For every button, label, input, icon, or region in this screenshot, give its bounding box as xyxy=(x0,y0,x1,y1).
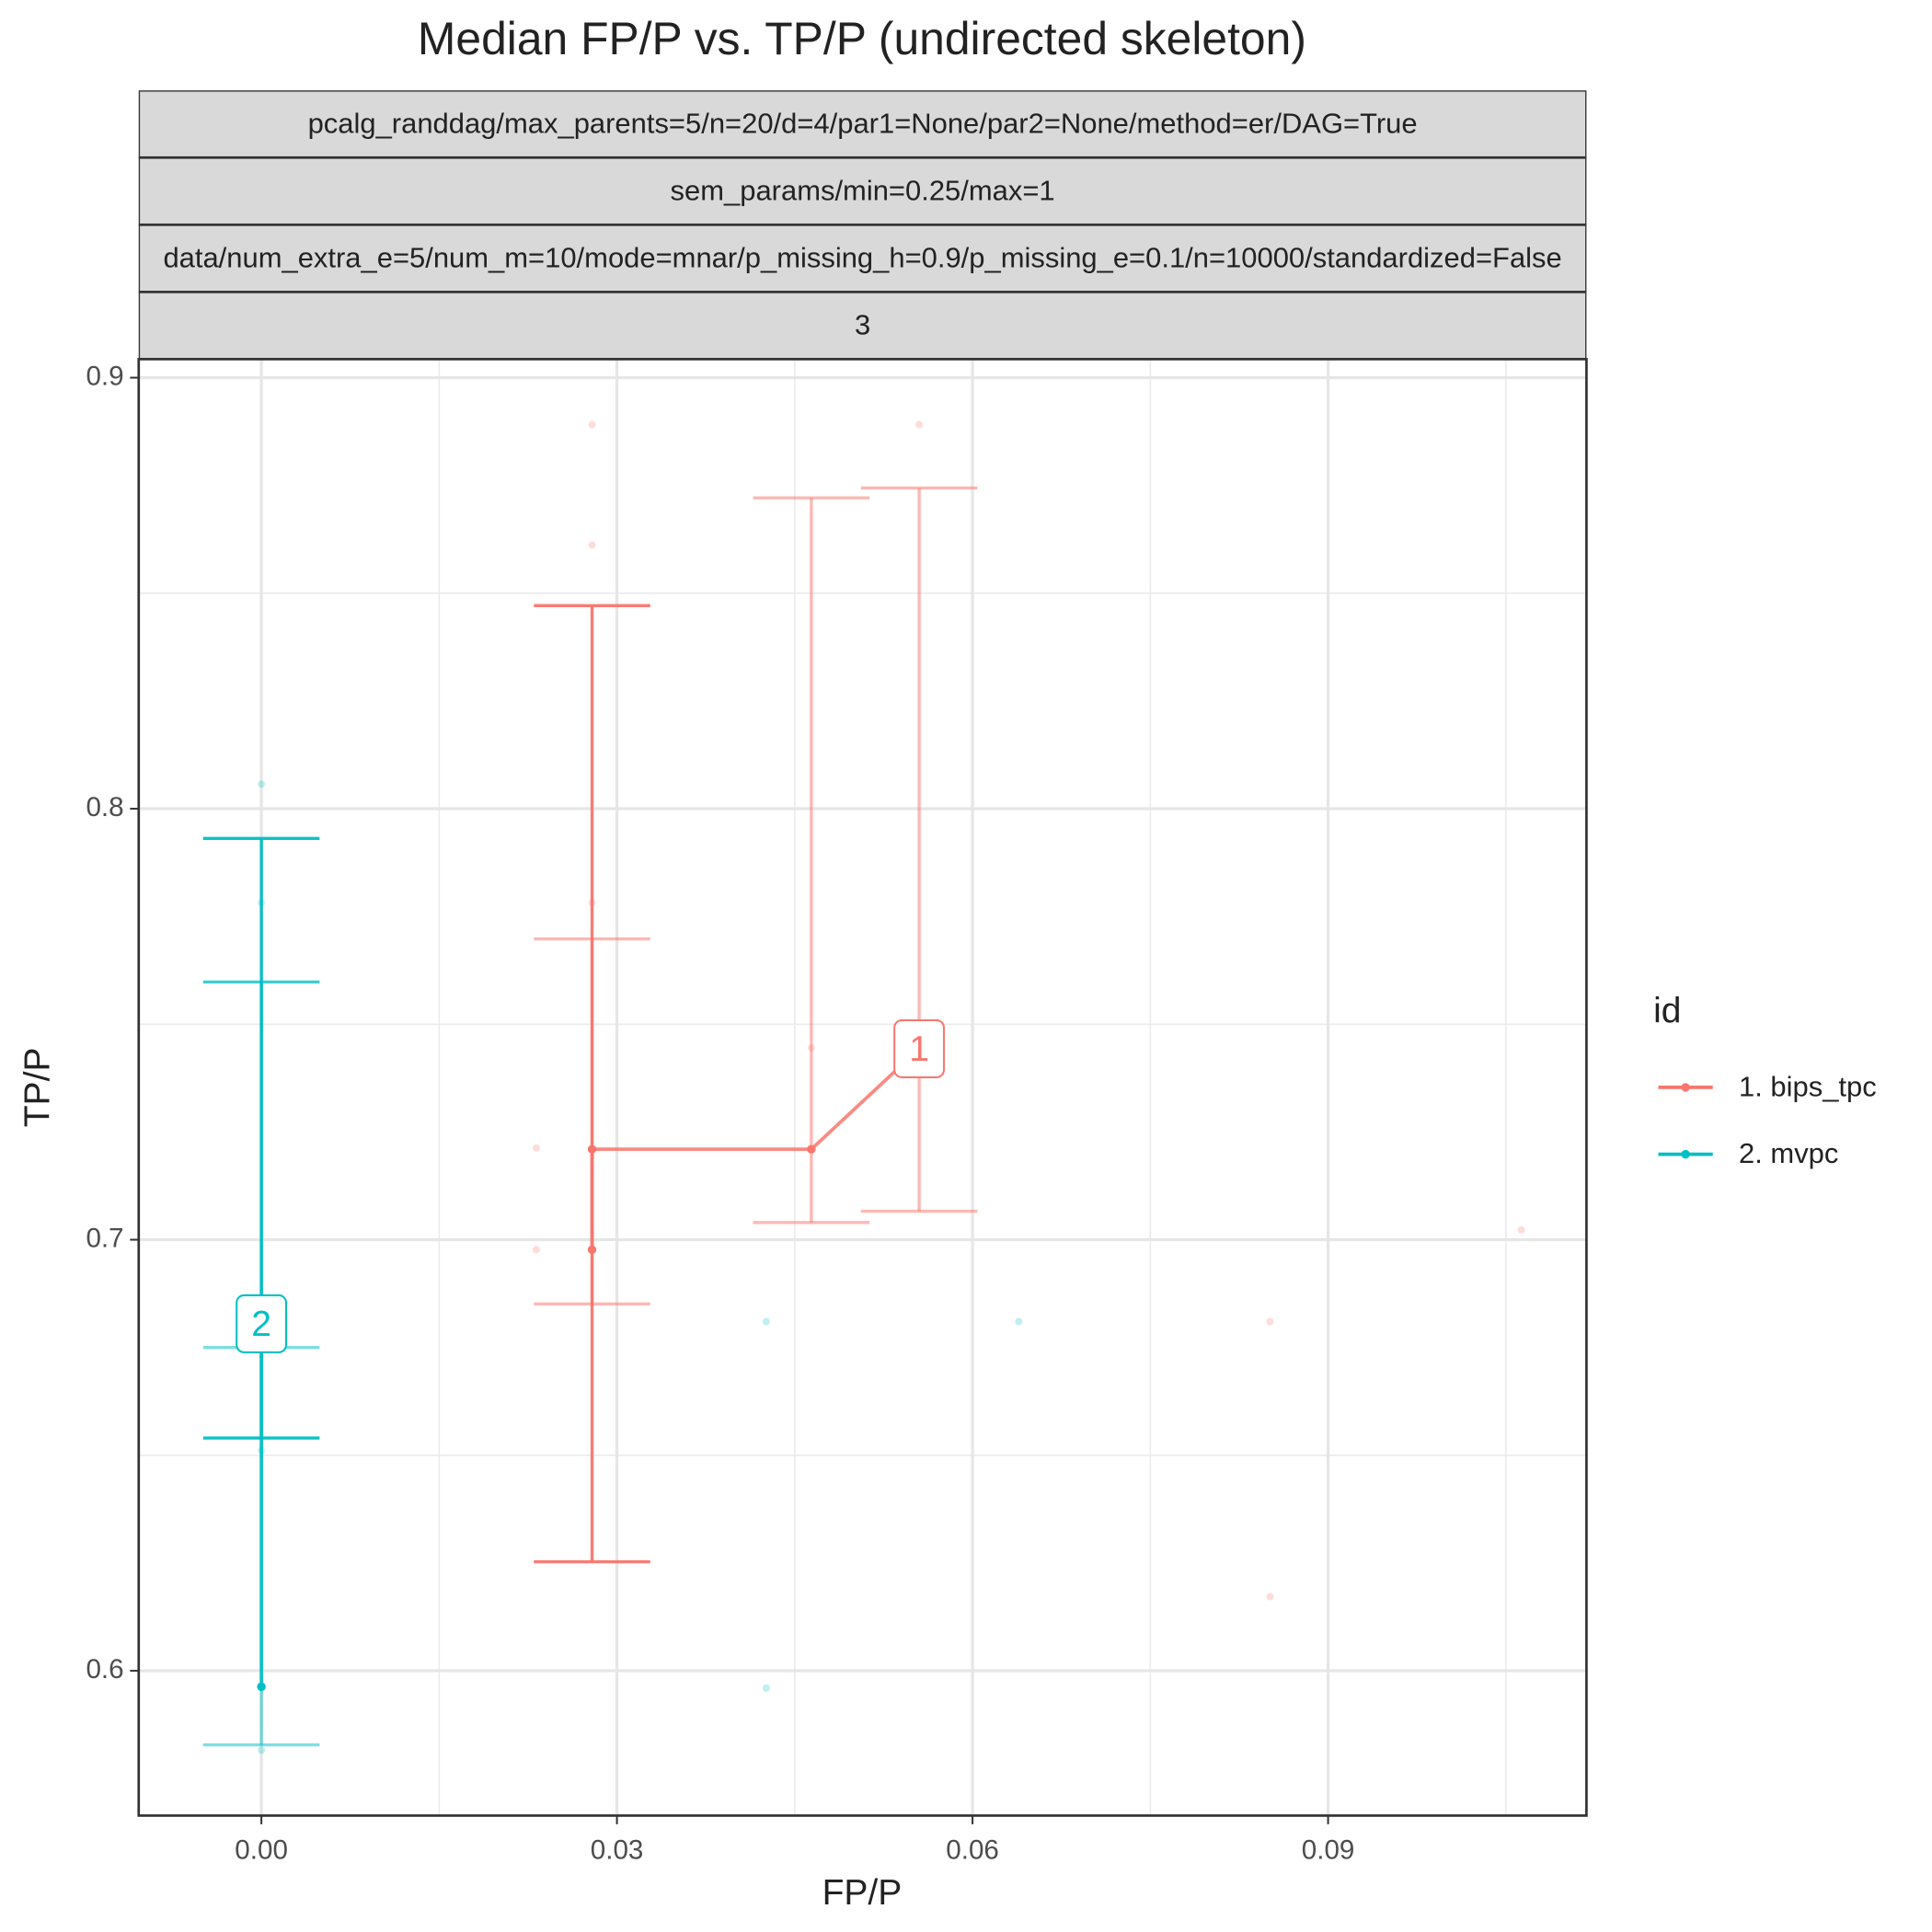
raw-point xyxy=(1266,1317,1274,1326)
raw-point xyxy=(588,541,596,549)
raw-point xyxy=(258,1746,266,1754)
y-tick-label: 0.6 xyxy=(86,1654,123,1685)
raw-point xyxy=(258,780,266,788)
y-tick-label: 0.9 xyxy=(86,361,123,391)
strip-label: sem_params/min=0.25/max=1 xyxy=(671,174,1055,206)
strip-label: 3 xyxy=(855,308,870,340)
plot-border xyxy=(137,358,1588,1817)
strips: pcalg_randdag/max_parents=5/n=20/d=4/par… xyxy=(138,90,1587,361)
raw-point xyxy=(1517,1225,1525,1234)
median-point xyxy=(257,1682,266,1692)
x-tick-label: 0.06 xyxy=(946,1834,999,1865)
raw-point xyxy=(1266,1593,1274,1601)
strip-box xyxy=(138,291,1587,361)
median-point xyxy=(807,1144,816,1154)
chart-title: Median FP/P vs. TP/P (undirected skeleto… xyxy=(418,13,1306,64)
x-axis-title: FP/P xyxy=(822,1873,903,1913)
raw-point xyxy=(1015,1317,1023,1326)
raw-point xyxy=(915,420,924,429)
x-tick-label: 0.09 xyxy=(1302,1834,1355,1865)
raw-point xyxy=(588,420,596,429)
legend-swatch-point xyxy=(1681,1083,1690,1092)
raw-point xyxy=(532,1246,541,1254)
legend-title: id xyxy=(1653,991,1681,1030)
y-tick-label: 0.8 xyxy=(86,792,123,822)
label-box xyxy=(236,1294,288,1353)
legend-label: 2. mvpc xyxy=(1739,1137,1838,1169)
strip-label: pcalg_randdag/max_parents=5/n=20/d=4/par… xyxy=(308,107,1418,139)
median-point xyxy=(587,1144,597,1154)
x-tick-label: 0.00 xyxy=(235,1834,288,1865)
legend-label: 1. bips_tpc xyxy=(1739,1070,1877,1102)
y-axis-title: TP/P xyxy=(17,1048,57,1128)
raw-point xyxy=(762,1317,770,1326)
y-tick-label: 0.7 xyxy=(86,1223,123,1253)
strip-label: data/num_extra_e=5/num_m=10/mode=mnar/p_… xyxy=(163,241,1561,273)
median-point xyxy=(587,1245,597,1255)
legend-swatch-point xyxy=(1681,1149,1690,1159)
x-tick-label: 0.03 xyxy=(591,1834,644,1865)
raw-point xyxy=(532,1144,541,1152)
raw-point xyxy=(762,1684,770,1692)
median-line xyxy=(590,1047,921,1250)
point-label: 2 xyxy=(251,1305,271,1344)
plot-panel xyxy=(138,359,1587,1816)
point-label: 1 xyxy=(909,1029,929,1069)
label-box xyxy=(893,1019,946,1078)
